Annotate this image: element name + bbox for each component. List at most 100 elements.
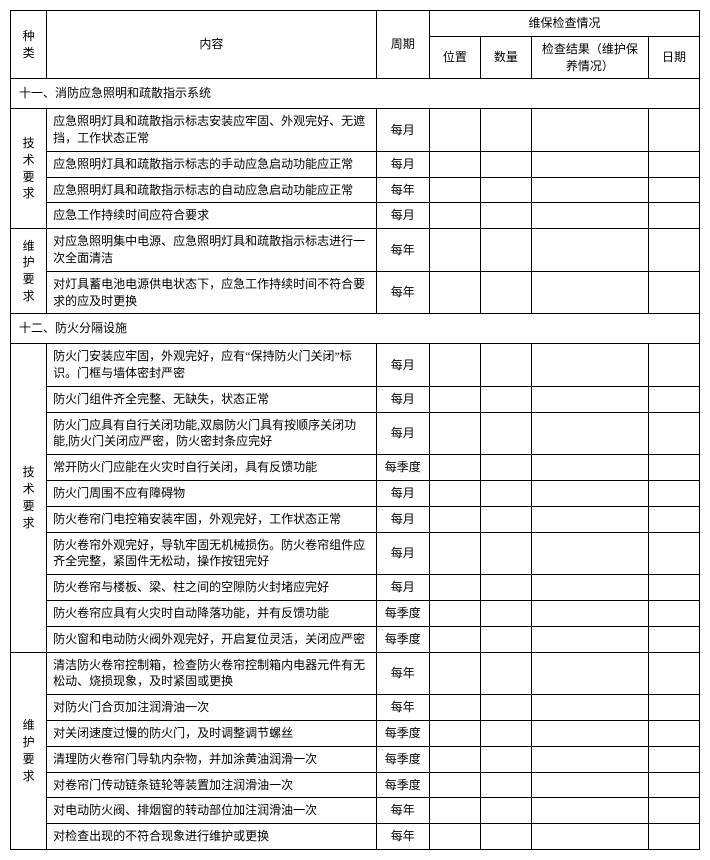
cell-position bbox=[429, 746, 480, 772]
cell-result bbox=[531, 203, 648, 229]
header-content: 内容 bbox=[47, 11, 377, 79]
row-cycle: 每季度 bbox=[376, 626, 429, 652]
cell-date bbox=[648, 695, 699, 721]
cell-result bbox=[531, 229, 648, 272]
cell-result bbox=[531, 271, 648, 314]
cell-position bbox=[429, 177, 480, 203]
header-inspection-group: 维保检查情况 bbox=[429, 11, 699, 37]
cell-result bbox=[531, 480, 648, 506]
row-cycle: 每月 bbox=[376, 151, 429, 177]
cell-quantity bbox=[480, 271, 531, 314]
cell-position bbox=[429, 344, 480, 387]
cell-date bbox=[648, 177, 699, 203]
cell-date bbox=[648, 412, 699, 455]
cell-position bbox=[429, 151, 480, 177]
row-cycle: 每季度 bbox=[376, 772, 429, 798]
row-content: 应急照明灯具和疏散指示标志的自动应急启动功能应正常 bbox=[47, 177, 377, 203]
cell-date bbox=[648, 626, 699, 652]
cell-quantity bbox=[480, 824, 531, 850]
row-cycle: 每月 bbox=[376, 412, 429, 455]
row-cycle: 每季度 bbox=[376, 600, 429, 626]
row-cycle: 每季度 bbox=[376, 720, 429, 746]
cell-date bbox=[648, 746, 699, 772]
row-cycle: 每年 bbox=[376, 229, 429, 272]
cell-result bbox=[531, 151, 648, 177]
cell-position bbox=[429, 386, 480, 412]
cell-position bbox=[429, 626, 480, 652]
cell-date bbox=[648, 203, 699, 229]
section-title: 十二、防火分隔设施 bbox=[11, 314, 700, 344]
row-content: 清理防火卷帘门导轨内杂物，并加涂黄油润滑一次 bbox=[47, 746, 377, 772]
cell-result bbox=[531, 109, 648, 152]
cell-position bbox=[429, 695, 480, 721]
header-quantity: 数量 bbox=[480, 36, 531, 79]
cell-date bbox=[648, 151, 699, 177]
cell-quantity bbox=[480, 600, 531, 626]
row-cycle: 每年 bbox=[376, 271, 429, 314]
group-label: 技术要求 bbox=[11, 344, 47, 652]
cell-position bbox=[429, 575, 480, 601]
cell-date bbox=[648, 652, 699, 695]
cell-quantity bbox=[480, 344, 531, 387]
row-content: 防火门应具有自行关闭功能,双扇防火门具有按顺序关闭功能,防火门关闭应严密，防火密… bbox=[47, 412, 377, 455]
row-cycle: 每年 bbox=[376, 177, 429, 203]
cell-quantity bbox=[480, 229, 531, 272]
row-content: 应急照明灯具和疏散指示标志安装应牢固、外观完好、无遮挡，工作状态正常 bbox=[47, 109, 377, 152]
cell-result bbox=[531, 386, 648, 412]
row-cycle: 每月 bbox=[376, 386, 429, 412]
cell-date bbox=[648, 229, 699, 272]
cell-quantity bbox=[480, 109, 531, 152]
cell-quantity bbox=[480, 652, 531, 695]
row-content: 对关闭速度过慢的防火门，及时调整调节螺丝 bbox=[47, 720, 377, 746]
row-cycle: 每季度 bbox=[376, 746, 429, 772]
cell-position bbox=[429, 480, 480, 506]
cell-position bbox=[429, 798, 480, 824]
header-cycle: 周期 bbox=[376, 11, 429, 79]
cell-quantity bbox=[480, 798, 531, 824]
cell-result bbox=[531, 344, 648, 387]
cell-quantity bbox=[480, 695, 531, 721]
row-cycle: 每月 bbox=[376, 480, 429, 506]
cell-quantity bbox=[480, 626, 531, 652]
row-content: 对防火门合页加注润滑油一次 bbox=[47, 695, 377, 721]
cell-date bbox=[648, 575, 699, 601]
row-cycle: 每月 bbox=[376, 203, 429, 229]
cell-date bbox=[648, 772, 699, 798]
row-content: 对灯具蓄电池电源供电状态下，应急工作持续时间不符合要求的应及时更换 bbox=[47, 271, 377, 314]
cell-quantity bbox=[480, 480, 531, 506]
header-date: 日期 bbox=[648, 36, 699, 79]
cell-position bbox=[429, 600, 480, 626]
cell-date bbox=[648, 271, 699, 314]
cell-result bbox=[531, 746, 648, 772]
row-cycle: 每年 bbox=[376, 652, 429, 695]
group-label: 维护要求 bbox=[11, 229, 47, 314]
cell-quantity bbox=[480, 177, 531, 203]
cell-date bbox=[648, 720, 699, 746]
cell-result bbox=[531, 772, 648, 798]
cell-result bbox=[531, 600, 648, 626]
cell-position bbox=[429, 772, 480, 798]
row-content: 防火门组件齐全完整、无缺失，状态正常 bbox=[47, 386, 377, 412]
row-content: 对卷帘门传动链条链轮等装置加注润滑油一次 bbox=[47, 772, 377, 798]
group-label: 维护要求 bbox=[11, 652, 47, 849]
cell-result bbox=[531, 455, 648, 481]
cell-quantity bbox=[480, 575, 531, 601]
row-cycle: 每月 bbox=[376, 532, 429, 575]
cell-position bbox=[429, 203, 480, 229]
cell-date bbox=[648, 532, 699, 575]
group-label: 技术要求 bbox=[11, 109, 47, 229]
cell-result bbox=[531, 177, 648, 203]
cell-quantity bbox=[480, 720, 531, 746]
cell-position bbox=[429, 532, 480, 575]
row-cycle: 每月 bbox=[376, 344, 429, 387]
cell-result bbox=[531, 652, 648, 695]
cell-date bbox=[648, 386, 699, 412]
header-type: 种类 bbox=[11, 11, 47, 79]
cell-quantity bbox=[480, 203, 531, 229]
cell-date bbox=[648, 600, 699, 626]
row-cycle: 每月 bbox=[376, 506, 429, 532]
row-content: 对电动防火阀、排烟窗的转动部位加注润滑油一次 bbox=[47, 798, 377, 824]
cell-result bbox=[531, 824, 648, 850]
row-cycle: 每年 bbox=[376, 824, 429, 850]
header-result: 检查结果（维护保养情况） bbox=[531, 36, 648, 79]
